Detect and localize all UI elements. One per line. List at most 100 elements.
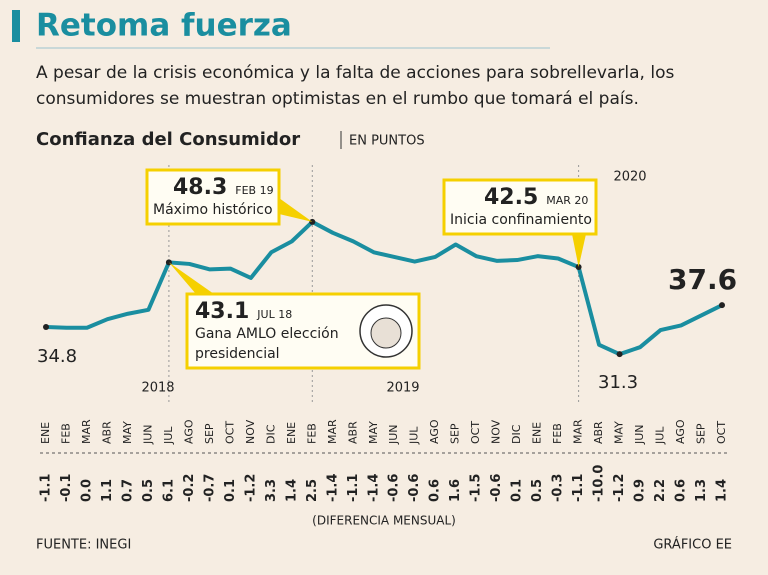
month-label: AGO — [674, 419, 687, 444]
month-label: JUL — [654, 426, 667, 445]
difference-label: -0.3 — [551, 474, 566, 502]
difference-label: 0.9 — [633, 479, 648, 502]
annotation-box — [145, 168, 281, 226]
difference-label: -1.4 — [366, 474, 381, 502]
month-label: FEB — [551, 423, 564, 444]
value-label: 34.8 — [37, 346, 77, 367]
credit: GRÁFICO EE — [653, 537, 732, 553]
difference-label: -1.2 — [243, 474, 258, 502]
annotation-text: Máximo histórico — [153, 202, 273, 218]
difference-label: 1.4 — [284, 479, 299, 502]
difference-label: -1.4 — [325, 474, 340, 502]
month-label: JUN — [633, 424, 646, 445]
difference-label: -1.2 — [612, 474, 627, 502]
highlight-point — [43, 323, 49, 330]
difference-label: 0.1 — [223, 479, 238, 502]
difference-label: -0.6 — [387, 474, 402, 502]
month-label: JUL — [162, 426, 175, 445]
month-label: DIC — [264, 424, 277, 444]
differences-caption: (DIFERENCIA MENSUAL) — [312, 514, 456, 528]
difference-label: 0.7 — [120, 479, 135, 502]
difference-label: 1.4 — [715, 479, 730, 502]
month-label: ENE — [285, 422, 298, 444]
annotation-value: 43.1 — [195, 299, 249, 324]
difference-label: 1.6 — [448, 479, 463, 502]
annotation-text: Gana AMLO elección — [195, 326, 339, 342]
difference-label: 6.1 — [161, 479, 176, 502]
month-label: OCT — [469, 421, 482, 444]
annotation-date: MAR 20 — [546, 194, 588, 207]
title: Retoma fuerza — [36, 8, 292, 44]
chart-unit: EN PUNTOS — [349, 134, 425, 149]
month-label: MAR — [326, 419, 339, 444]
chart-title: Confianza del Consumidor — [36, 129, 300, 150]
difference-label: -1.1 — [39, 474, 54, 502]
difference-label: -0.7 — [202, 474, 217, 502]
difference-label: -0.6 — [489, 474, 504, 502]
highlight-point — [719, 302, 725, 309]
difference-label: 2.5 — [305, 479, 320, 502]
annotation-pointer — [572, 234, 586, 268]
month-label: SEP — [203, 423, 216, 444]
difference-label: 2.2 — [653, 479, 668, 502]
year-label: 2020 — [613, 170, 646, 185]
difference-label: 0.0 — [79, 479, 94, 502]
month-label: OCT — [223, 421, 236, 444]
difference-label: -0.2 — [182, 474, 197, 502]
annotation-text: Inicia confinamiento — [450, 212, 592, 228]
month-label: MAY — [367, 421, 380, 444]
month-label: MAY — [121, 421, 134, 444]
month-label: ABR — [592, 421, 605, 444]
source: FUENTE: INEGI — [36, 538, 131, 553]
month-label: ABR — [100, 421, 113, 444]
title-bar — [12, 10, 20, 42]
month-label: SEP — [449, 423, 462, 444]
annotation-value: 48.3 — [173, 175, 227, 200]
annotation-date: FEB 19 — [235, 184, 273, 197]
annotation-date: JUL 18 — [256, 308, 292, 321]
difference-label: -0.6 — [407, 474, 422, 502]
difference-label: -1.5 — [469, 474, 484, 502]
difference-label: 1.1 — [100, 479, 115, 502]
highlight-point — [616, 351, 623, 358]
month-label: JUN — [141, 424, 154, 445]
difference-label: 0.1 — [510, 479, 525, 502]
subtitle-line: consumidores se muestran optimistas en e… — [36, 89, 639, 109]
value-label: 31.3 — [598, 372, 638, 393]
difference-label: -1.1 — [571, 474, 586, 502]
value-label: 37.6 — [668, 263, 737, 296]
difference-label: 0.5 — [530, 479, 545, 502]
month-label: OCT — [715, 421, 728, 444]
month-label: NOV — [490, 419, 503, 444]
difference-label: 3.3 — [264, 479, 279, 502]
month-label: AGO — [182, 419, 195, 444]
difference-label: 0.5 — [141, 479, 156, 502]
month-label: ENE — [531, 422, 544, 444]
annotation-box — [442, 178, 598, 236]
difference-label: -10.0 — [592, 465, 607, 502]
month-label: ENE — [39, 422, 52, 444]
line-series — [45, 219, 723, 357]
subtitle-line: A pesar de la crisis económica y la falt… — [36, 63, 674, 83]
month-label: MAR — [80, 419, 93, 444]
difference-label: 0.6 — [674, 479, 689, 502]
month-label: FEB — [59, 423, 72, 444]
annotation-value: 42.5 — [484, 185, 538, 210]
annotation-pointer — [168, 262, 214, 294]
year-label: 2018 — [141, 381, 174, 396]
month-label: MAY — [613, 421, 626, 444]
difference-label: 0.6 — [428, 479, 443, 502]
month-label: SEP — [695, 423, 708, 444]
month-label: MAR — [572, 419, 585, 444]
annotation-pointer — [279, 198, 313, 222]
month-label: DIC — [510, 424, 523, 444]
difference-label: 1.3 — [694, 479, 709, 502]
difference-label: -0.1 — [59, 474, 74, 502]
difference-label: -1.1 — [346, 474, 361, 502]
month-label: FEB — [305, 423, 318, 444]
month-label: NOV — [244, 419, 257, 444]
portrait-face — [370, 317, 402, 349]
month-label: JUL — [408, 426, 421, 445]
